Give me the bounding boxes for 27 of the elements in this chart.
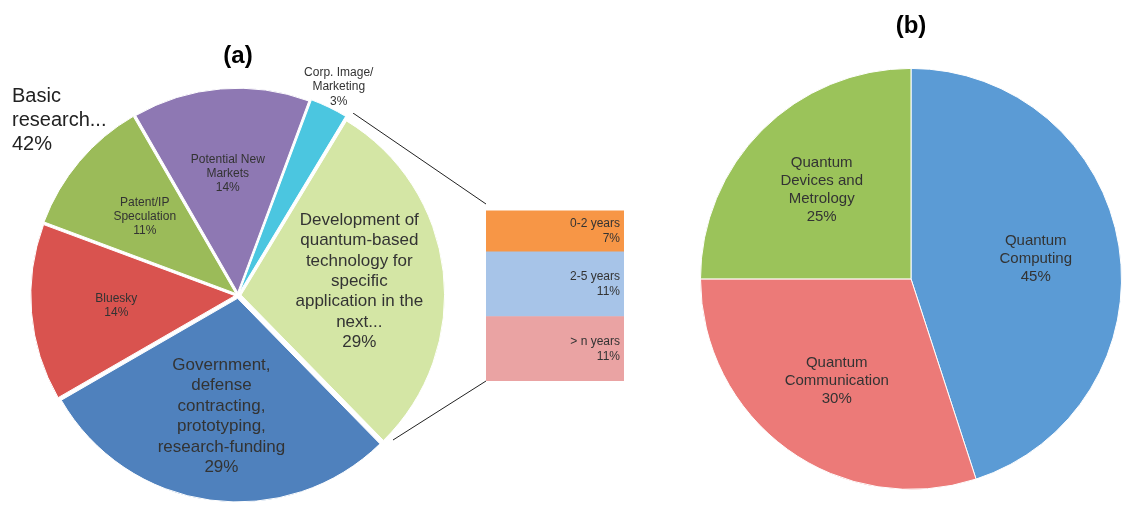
series-label: 2-5 years bbox=[569, 269, 620, 284]
series-label: > n years bbox=[570, 333, 620, 348]
chart-title: (b) bbox=[895, 11, 927, 39]
slice-label: Quantum Communication bbox=[784, 353, 889, 389]
slice-label: Corp. Image/ Marketing bbox=[304, 64, 375, 94]
slice-label: Development of quantum-based technology for specific application in the next... bbox=[295, 209, 424, 331]
data-label: 11% bbox=[133, 223, 157, 238]
slice-label: Government, defense contracting, prototyping, research-funding bbox=[157, 355, 286, 456]
data-label: 3% bbox=[330, 93, 348, 108]
slice-label: Quantum Devices and Metrology bbox=[780, 152, 863, 206]
data-label: 14% bbox=[104, 305, 129, 320]
data-label: 11% bbox=[596, 348, 621, 363]
data-label: 14% bbox=[215, 180, 241, 195]
data-label: 29% bbox=[342, 332, 377, 352]
slice-label: Patent/IP Speculation bbox=[113, 194, 177, 223]
slice-label: Potential New Markets bbox=[190, 151, 266, 181]
series-label: 0-2 years bbox=[569, 216, 620, 231]
slice-label: Bluesky bbox=[95, 290, 138, 305]
data-label: 25% bbox=[806, 206, 837, 224]
data-label: 29% bbox=[204, 457, 239, 477]
slice-label: Quantum Computing bbox=[999, 231, 1073, 267]
data-label: 7% bbox=[602, 231, 621, 246]
chart-title: (a) bbox=[223, 41, 253, 69]
data-label: 11% bbox=[596, 284, 621, 299]
text: Basic research... 42% bbox=[12, 83, 107, 154]
data-label: 45% bbox=[1020, 267, 1051, 285]
data-label: 30% bbox=[821, 389, 852, 407]
